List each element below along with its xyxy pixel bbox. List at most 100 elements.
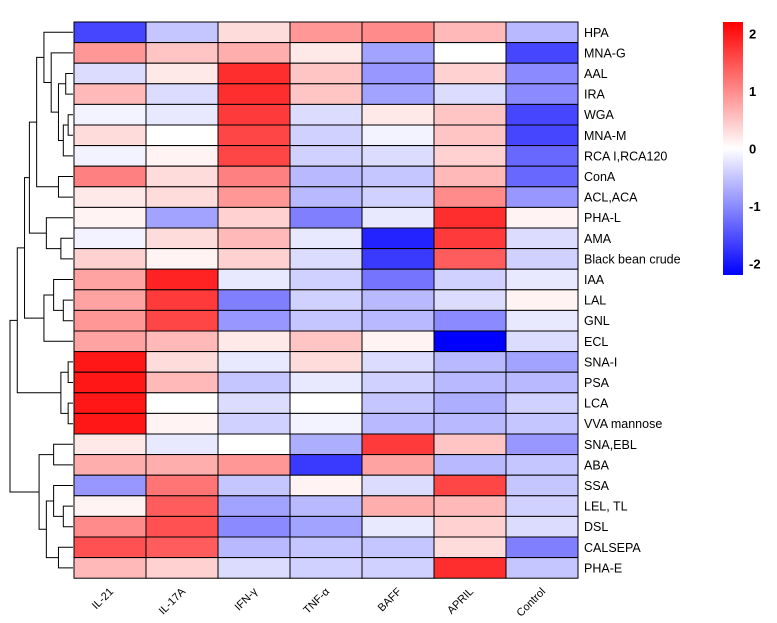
heatmap-cell [289, 103, 363, 126]
heatmap-cell [289, 351, 363, 373]
column-label: APRIL [445, 586, 476, 617]
heatmap-cell [289, 536, 363, 559]
heatmap-cell [145, 371, 219, 394]
heatmap-cell [73, 83, 147, 105]
heatmap-cell [145, 62, 219, 85]
heatmap-cell [217, 474, 291, 497]
dendrogram-link [53, 443, 73, 466]
heatmap-cell [145, 412, 219, 435]
row-label: AMA [584, 232, 612, 246]
dendrogram-link [57, 546, 73, 569]
heatmap-cell [217, 145, 291, 167]
heatmap-cell [361, 536, 435, 559]
heatmap-cell [217, 433, 291, 456]
dendrogram-link [67, 114, 73, 136]
heatmap-cell [145, 186, 219, 208]
heatmap-cell [145, 330, 219, 353]
heatmap-cell [289, 165, 363, 188]
heatmap-cell [289, 83, 363, 105]
heatmap-cell [505, 330, 579, 353]
heatmap-cell [433, 454, 507, 476]
heatmap-cell [433, 83, 507, 105]
heatmap-cell [505, 454, 579, 476]
heatmap-cell [73, 227, 147, 250]
heatmap-cell [217, 351, 291, 373]
heatmap-cell [505, 536, 579, 559]
row-label: VVA mannose [584, 417, 662, 431]
heatmap-cell [505, 351, 579, 373]
dendrogram-link [24, 177, 44, 319]
heatmap-cell [505, 474, 579, 497]
heatmap-cell [289, 371, 363, 394]
dendrogram-link [57, 176, 73, 198]
heatmap-cell [73, 433, 147, 456]
heatmap-cell [73, 557, 147, 579]
heatmap-cell [433, 21, 507, 44]
heatmap-cell [361, 206, 435, 229]
heatmap-cell [289, 62, 363, 85]
heatmap-cell [433, 330, 507, 353]
heatmap-cell [217, 268, 291, 291]
heatmap-cell [505, 42, 579, 64]
heatmap-cell [73, 371, 147, 394]
row-label: ECL [584, 335, 608, 349]
heatmap-cell [361, 42, 435, 64]
heatmap-cell [361, 62, 435, 85]
heatmap-cell [73, 309, 147, 332]
legend-tick-label: 2 [749, 27, 756, 42]
heatmap-cell [289, 289, 363, 311]
row-label: HPA [584, 26, 609, 40]
heatmap-cell [73, 268, 147, 291]
column-label: TNF-α [301, 585, 332, 616]
row-label: GNL [584, 314, 610, 328]
row-label: WGA [584, 108, 615, 122]
row-label: LCA [584, 397, 609, 411]
heatmap-cell [505, 62, 579, 85]
heatmap-cell [361, 309, 435, 332]
heatmap-cell [289, 515, 363, 538]
heatmap-cell [217, 557, 291, 579]
heatmap-cell [217, 536, 291, 559]
heatmap-cell [217, 186, 291, 208]
heatmap-cell [217, 454, 291, 476]
heatmap-cell [505, 186, 579, 208]
heatmap-cell [361, 124, 435, 147]
color-legend: 2 1 0 -1 -2 [723, 22, 761, 275]
heatmap-cell [361, 351, 435, 373]
heatmap-cell [361, 21, 435, 44]
legend-tick-label: -1 [749, 199, 761, 214]
heatmap-cell [73, 351, 147, 373]
heatmap-cell [361, 557, 435, 579]
heatmap-cell [289, 42, 363, 64]
heatmap-cell [217, 392, 291, 414]
legend-tick-label: -2 [749, 257, 761, 272]
heatmap-cell [361, 495, 435, 517]
heatmap-cell [73, 124, 147, 147]
heatmap-cell [217, 289, 291, 311]
heatmap-cell [289, 392, 363, 414]
legend-tick-label: 0 [749, 142, 756, 157]
heatmap-cell [145, 124, 219, 147]
heatmap-cell [289, 330, 363, 353]
heatmap-cell [145, 248, 219, 270]
heatmap-cell [289, 21, 363, 44]
row-label: DSL [584, 520, 608, 534]
row-label: PHA-E [584, 561, 622, 575]
dendrogram-link [67, 402, 73, 425]
heatmap-cell [361, 330, 435, 353]
heatmap-cell [217, 227, 291, 250]
heatmap-cell [145, 536, 219, 559]
heatmap-cell [361, 103, 435, 126]
heatmap-cell [73, 103, 147, 126]
heatmap-cell [361, 227, 435, 250]
row-label: IAA [584, 273, 605, 287]
heatmap-cell [73, 474, 147, 497]
heatmap-cell [361, 474, 435, 497]
heatmap-cell [361, 454, 435, 476]
heatmap-cell [217, 103, 291, 126]
heatmap-cell [217, 83, 291, 105]
heatmap-cell [73, 186, 147, 208]
heatmap-cell [145, 515, 219, 538]
heatmap-cell [145, 351, 219, 373]
heatmap-cell [433, 248, 507, 270]
